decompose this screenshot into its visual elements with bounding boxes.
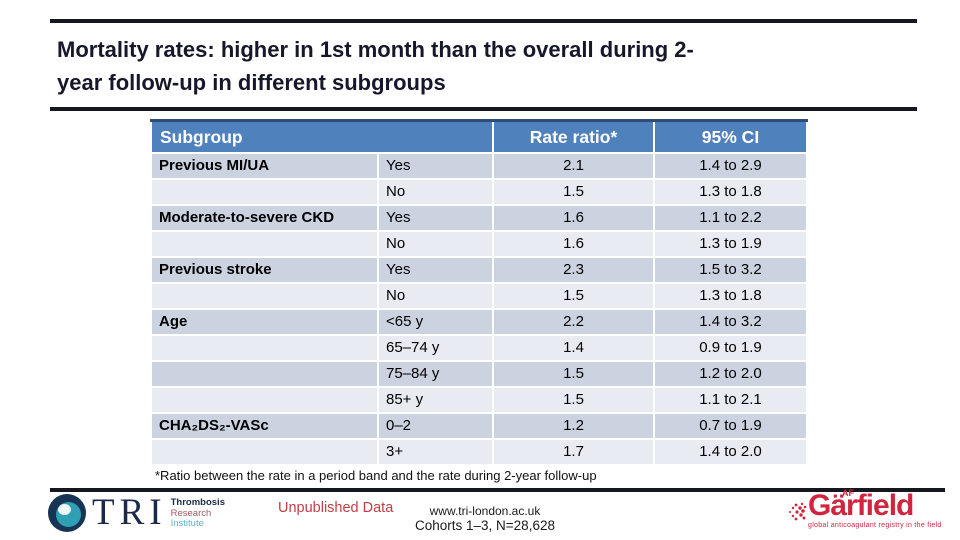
- level-cell: Yes: [377, 152, 494, 180]
- tri-logo-subtext: Thrombosis Research Institute: [171, 496, 225, 530]
- ci-cell: 1.2 to 2.0: [653, 360, 808, 388]
- footer-rule: [50, 488, 945, 492]
- tri-logo-text: TRI: [92, 492, 167, 533]
- mortality-table: Subgroup Rate ratio* 95% CI Previous MI/…: [150, 119, 808, 466]
- tri-word-research: Research: [170, 507, 212, 519]
- website-url: www.tri-london.ac.uk: [429, 504, 541, 518]
- table-row: Age <65 y 2.2 1.4 to 3.2: [150, 308, 808, 336]
- level-cell: 85+ y: [377, 386, 494, 414]
- title-underline-rule: [50, 107, 917, 111]
- level-cell: 0–2: [377, 412, 494, 440]
- tri-globe-highlight: [58, 504, 71, 515]
- subgroup-cell: [150, 282, 379, 310]
- garfield-speckles-icon: [789, 502, 807, 521]
- tri-word-thrombosis: Thrombosis: [170, 497, 225, 509]
- rate-ratio-cell: 1.7: [492, 438, 655, 466]
- rate-ratio-cell: 2.2: [492, 308, 655, 336]
- subgroup-cell: [150, 334, 379, 362]
- header-95-ci: 95% CI: [653, 119, 808, 154]
- table-row: Moderate-to-severe CKD Yes 1.6 1.1 to 2.2: [150, 204, 808, 232]
- mortality-table-body: Previous MI/UA Yes 2.1 1.4 to 2.9 No 1.5 1.3 t…: [150, 152, 808, 466]
- level-cell: 75–84 y: [377, 360, 494, 388]
- ci-cell: 1.4 to 2.0: [653, 438, 808, 466]
- table-row: No 1.6 1.3 to 1.9: [150, 230, 808, 258]
- footnote: *Ratio between the rate in a period band…: [155, 468, 597, 483]
- ci-cell: 0.7 to 1.9: [653, 412, 808, 440]
- table-row: 85+ y 1.5 1.1 to 2.1: [150, 386, 808, 414]
- header-rate-ratio: Rate ratio*: [492, 119, 655, 154]
- level-cell: Yes: [377, 204, 494, 232]
- level-cell: No: [377, 282, 494, 310]
- ci-cell: 1.4 to 3.2: [653, 308, 808, 336]
- rate-ratio-cell: 1.5: [492, 178, 655, 206]
- rate-ratio-cell: 1.6: [492, 230, 655, 258]
- table-row: 3+ 1.7 1.4 to 2.0: [150, 438, 808, 466]
- level-cell: <65 y: [377, 308, 494, 336]
- garfield-logo: AF Gärfield global anticoagulant registr…: [787, 488, 947, 529]
- table-header-row: Subgroup Rate ratio* 95% CI: [150, 119, 808, 154]
- unpublished-data-label: Unpublished Data: [278, 500, 394, 516]
- rate-ratio-cell: 1.6: [492, 204, 655, 232]
- table-row: CHA₂DS₂-VASc 0–2 1.2 0.7 to 1.9: [150, 412, 808, 440]
- garfield-tagline: global anticoagulant registry in the fie…: [808, 522, 942, 529]
- level-cell: 3+: [377, 438, 494, 466]
- ci-cell: 1.3 to 1.8: [653, 282, 808, 310]
- subgroup-cell: [150, 386, 379, 414]
- subgroup-cell: Previous MI/UA: [150, 152, 379, 180]
- table-row: 65–74 y 1.4 0.9 to 1.9: [150, 334, 808, 362]
- ci-cell: 1.1 to 2.2: [653, 204, 808, 232]
- rate-ratio-cell: 1.4: [492, 334, 655, 362]
- rate-ratio-cell: 1.5: [492, 360, 655, 388]
- rate-ratio-cell: 1.5: [492, 386, 655, 414]
- level-cell: No: [377, 178, 494, 206]
- top-rule: [50, 19, 917, 23]
- garfield-logo-text: Gärfield: [808, 489, 914, 522]
- level-cell: Yes: [377, 256, 494, 284]
- subgroup-cell: Previous stroke: [150, 256, 379, 284]
- subgroup-cell: [150, 230, 379, 258]
- subgroup-cell: [150, 360, 379, 388]
- header-subgroup: Subgroup: [150, 119, 494, 154]
- subgroup-cell: CHA₂DS₂-VASc: [150, 412, 379, 440]
- tri-word-institute: Institute: [170, 518, 204, 530]
- ci-cell: 1.3 to 1.8: [653, 178, 808, 206]
- mortality-table-wrap: Subgroup Rate ratio* 95% CI Previous MI/…: [150, 119, 808, 466]
- rate-ratio-cell: 1.5: [492, 282, 655, 310]
- subgroup-cell: [150, 178, 379, 206]
- ci-cell: 1.1 to 2.1: [653, 386, 808, 414]
- garfield-logo-body: AF Gärfield global anticoagulant registr…: [808, 488, 942, 529]
- tri-logo: TRI Thrombosis Research Institute: [48, 494, 225, 532]
- ci-cell: 1.3 to 1.9: [653, 230, 808, 258]
- ci-cell: 0.9 to 1.9: [653, 334, 808, 362]
- subgroup-cell: [150, 438, 379, 466]
- rate-ratio-cell: 2.3: [492, 256, 655, 284]
- rate-ratio-cell: 2.1: [492, 152, 655, 180]
- table-row: Previous stroke Yes 2.3 1.5 to 3.2: [150, 256, 808, 284]
- ci-cell: 1.4 to 2.9: [653, 152, 808, 180]
- table-row: No 1.5 1.3 to 1.8: [150, 282, 808, 310]
- level-cell: 65–74 y: [377, 334, 494, 362]
- cohorts-label: Cohorts 1–3, N=28,628: [415, 518, 555, 533]
- table-row: Previous MI/UA Yes 2.1 1.4 to 2.9: [150, 152, 808, 180]
- slide-title: Mortality rates: higher in 1st month tha…: [57, 37, 694, 95]
- level-cell: No: [377, 230, 494, 258]
- garfield-af-label: AF: [842, 488, 854, 498]
- table-row: No 1.5 1.3 to 1.8: [150, 178, 808, 206]
- subgroup-cell: Moderate-to-severe CKD: [150, 204, 379, 232]
- subgroup-cell: Age: [150, 308, 379, 336]
- rate-ratio-cell: 1.2: [492, 412, 655, 440]
- table-row: 75–84 y 1.5 1.2 to 2.0: [150, 360, 808, 388]
- tri-globe-icon: [48, 494, 86, 532]
- ci-cell: 1.5 to 3.2: [653, 256, 808, 284]
